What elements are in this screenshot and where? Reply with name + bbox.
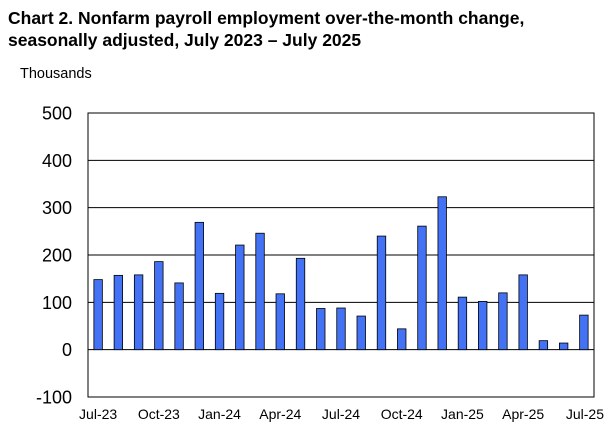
x-tick-label: Jul-23 [79, 406, 117, 422]
bar-jun-24 [316, 308, 326, 351]
bar-apr-24 [275, 293, 285, 351]
y-tick-label: 0 [62, 340, 72, 360]
y-tick-label: 500 [42, 104, 72, 124]
x-tick-label: Apr-25 [502, 406, 544, 422]
bar-dec-23 [194, 221, 204, 351]
x-tick-label: Jul-24 [322, 406, 360, 422]
bar-oct-23 [154, 261, 164, 351]
x-tick-label: Oct-24 [381, 406, 423, 422]
bar-sep-23 [133, 274, 144, 351]
bar-jan-24 [214, 292, 225, 351]
bar-jul-25 [579, 314, 589, 351]
bar-feb-25 [478, 300, 488, 351]
x-tick-label: Oct-23 [138, 406, 180, 422]
bar-jun-25 [558, 342, 569, 351]
chart-title: Chart 2. Nonfarm payroll employment over… [8, 7, 608, 51]
y-tick-label: 200 [42, 246, 72, 266]
bar-jul-23 [93, 279, 103, 351]
bar-apr-25 [518, 274, 528, 351]
bar-jan-25 [457, 296, 468, 351]
bar-nov-23 [174, 282, 184, 351]
bar-may-24 [295, 257, 306, 351]
x-tick-label: Apr-24 [259, 406, 301, 422]
chart-title-line-1: Chart 2. Nonfarm payroll employment over… [8, 8, 525, 28]
bar-may-25 [538, 340, 549, 351]
y-tick-label: -100 [36, 388, 72, 408]
y-tick-label: 100 [42, 293, 72, 313]
bar-dec-24 [437, 196, 447, 351]
y-tick-label: 300 [42, 198, 72, 218]
bar-aug-24 [356, 315, 366, 351]
bar-aug-23 [113, 274, 124, 351]
bar-nov-24 [417, 225, 427, 351]
y-axis-unit-label: Thousands [20, 66, 92, 82]
bar-sep-24 [376, 235, 387, 351]
y-axis-ticks: -100 0 100 200 300 400 500 [36, 104, 72, 408]
bar-mar-24 [255, 232, 265, 351]
plot-area-frame [87, 112, 595, 398]
bar-mar-25 [498, 292, 508, 351]
x-tick-label: Jan-24 [198, 406, 241, 422]
chart-title-line-2: seasonally adjusted, July 2023 – July 20… [8, 30, 362, 50]
bar-oct-24 [397, 328, 407, 351]
bar-jul-24 [336, 307, 346, 351]
bar-feb-24 [235, 244, 245, 351]
y-tick-label: 400 [42, 151, 72, 171]
bars [93, 196, 589, 351]
x-tick-label: Jul-25 [566, 406, 604, 422]
x-tick-label: Jan-25 [441, 406, 484, 422]
x-axis-ticks: Jul-23 Oct-23 Jan-24 Apr-24 Jul-24 Oct-24 Jan-… [79, 406, 604, 422]
